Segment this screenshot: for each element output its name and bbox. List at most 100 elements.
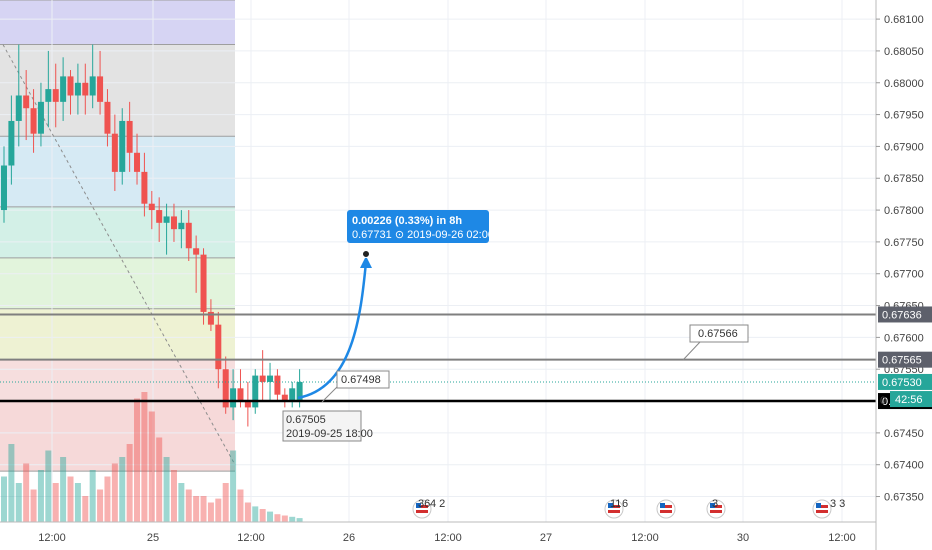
volume-bar xyxy=(274,514,281,522)
candle-body[interactable] xyxy=(244,401,251,408)
candle-body[interactable] xyxy=(67,76,74,96)
volume-bar xyxy=(104,476,111,522)
countdown-box xyxy=(890,391,932,408)
economic-event-marker[interactable]: 3 xyxy=(706,498,726,519)
candle-body[interactable] xyxy=(37,101,44,134)
candle-body[interactable] xyxy=(8,120,15,166)
candle-body[interactable] xyxy=(52,89,59,102)
economic-event-marker[interactable] xyxy=(656,499,676,519)
flag-stripe xyxy=(660,505,672,508)
volume-bar xyxy=(67,476,74,522)
volume-bar xyxy=(119,457,126,522)
candle-body[interactable] xyxy=(267,375,274,382)
event-count: 3 xyxy=(712,498,718,510)
candle-body[interactable] xyxy=(82,82,89,96)
volume-bar xyxy=(126,444,133,522)
candle-body[interactable] xyxy=(274,375,281,395)
price-tick-label: 0.67350 xyxy=(884,492,924,504)
bar-countdown: 0 42:56 xyxy=(880,391,932,408)
candle-body[interactable] xyxy=(156,210,163,223)
time-tick-label: 12:00 xyxy=(828,532,856,544)
time-tick-label: 27 xyxy=(540,532,552,544)
candle-body[interactable] xyxy=(1,165,7,211)
projection-label[interactable]: 0.00226 (0.33%) in 8h 0.67731 ⊙ 2019-09-2… xyxy=(347,210,494,243)
candle-body[interactable] xyxy=(296,381,303,402)
projection-arrow[interactable] xyxy=(297,261,368,400)
price-callout[interactable]: 0.67505 2019-09-25 18:00 xyxy=(282,410,373,442)
candle-body[interactable] xyxy=(200,254,207,312)
candle-body[interactable] xyxy=(119,120,126,172)
candle-body[interactable] xyxy=(60,76,67,102)
flag-canton xyxy=(416,503,421,508)
event-extra: 4 2 xyxy=(430,498,445,510)
candle-body[interactable] xyxy=(30,108,37,134)
candle-body[interactable] xyxy=(237,388,244,402)
volume-bar xyxy=(141,392,148,522)
projection-label-box xyxy=(347,210,489,243)
candle-body[interactable] xyxy=(215,324,222,370)
candle-body[interactable] xyxy=(134,152,141,172)
economic-event-marker[interactable]: 36 4 2 xyxy=(412,498,445,519)
candle-body[interactable] xyxy=(252,375,259,408)
candle-body[interactable] xyxy=(163,216,170,223)
candle-body[interactable] xyxy=(193,248,200,255)
projection-summary: 0.00226 (0.33%) in 8h xyxy=(352,215,462,227)
price-tick-label: 0.67750 xyxy=(884,237,924,249)
volume-bar xyxy=(193,496,200,522)
volume-bar xyxy=(207,502,214,522)
volume-bar xyxy=(97,489,104,522)
countdown-prefix: 0 xyxy=(880,395,886,407)
candle-body[interactable] xyxy=(281,394,288,402)
candle-body[interactable] xyxy=(15,95,22,121)
volume-bar xyxy=(1,476,7,522)
volume-bar xyxy=(163,457,170,522)
economic-event-marker[interactable]: 3 3 xyxy=(812,498,845,519)
volume-bar xyxy=(134,398,141,522)
event-count: 11 xyxy=(610,498,621,510)
economic-event-marker[interactable]: 11 6 xyxy=(604,498,628,519)
candle-body[interactable] xyxy=(126,120,133,153)
candle-body[interactable] xyxy=(111,133,118,172)
candle-body[interactable] xyxy=(185,222,192,249)
volume-bar xyxy=(89,470,96,522)
price-axis[interactable] xyxy=(876,0,932,550)
candle-body[interactable] xyxy=(45,89,52,102)
price-callout[interactable]: 0.67498 xyxy=(321,370,390,403)
price-tag-text: 0.67530 xyxy=(882,377,922,389)
time-tick-label: 26 xyxy=(343,532,355,544)
event-extra: 3 3 xyxy=(830,498,845,510)
price-tag: 0.67530 xyxy=(878,373,932,390)
candle-body[interactable] xyxy=(23,95,30,109)
candle-body[interactable] xyxy=(141,171,148,204)
flag-stripe xyxy=(816,505,828,508)
flag-stripe xyxy=(416,505,428,508)
time-tick-label: 12:00 xyxy=(38,532,66,544)
fib-zone xyxy=(0,0,235,45)
flag-canton xyxy=(660,503,665,508)
price-callout[interactable]: 0.67566 xyxy=(682,324,749,361)
candle-body[interactable] xyxy=(289,388,296,402)
price-tick-label: 0.67450 xyxy=(884,428,924,440)
event-flag-icon xyxy=(656,499,676,519)
candle-body[interactable] xyxy=(222,369,229,408)
candle-body[interactable] xyxy=(97,76,104,102)
volume-bar xyxy=(237,489,244,522)
candle-body[interactable] xyxy=(170,216,177,230)
candle-body[interactable] xyxy=(74,82,81,96)
price-tag: 0.67636 xyxy=(878,306,932,323)
candle-body[interactable] xyxy=(230,388,237,408)
candle-body[interactable] xyxy=(207,311,214,325)
price-tag-box xyxy=(878,351,932,368)
price-tick-label: 0.67850 xyxy=(884,173,924,185)
candle-body[interactable] xyxy=(104,101,111,134)
price-tick-label: 0.67800 xyxy=(884,205,924,217)
candle-body[interactable] xyxy=(148,203,155,211)
price-tick-label: 0.67900 xyxy=(884,141,924,153)
candle-body[interactable] xyxy=(259,375,266,382)
candle-body[interactable] xyxy=(89,76,96,96)
candle-body[interactable] xyxy=(178,222,185,230)
volume-bar xyxy=(296,518,303,522)
volume-bar xyxy=(170,470,177,522)
volume-bar xyxy=(200,496,207,522)
